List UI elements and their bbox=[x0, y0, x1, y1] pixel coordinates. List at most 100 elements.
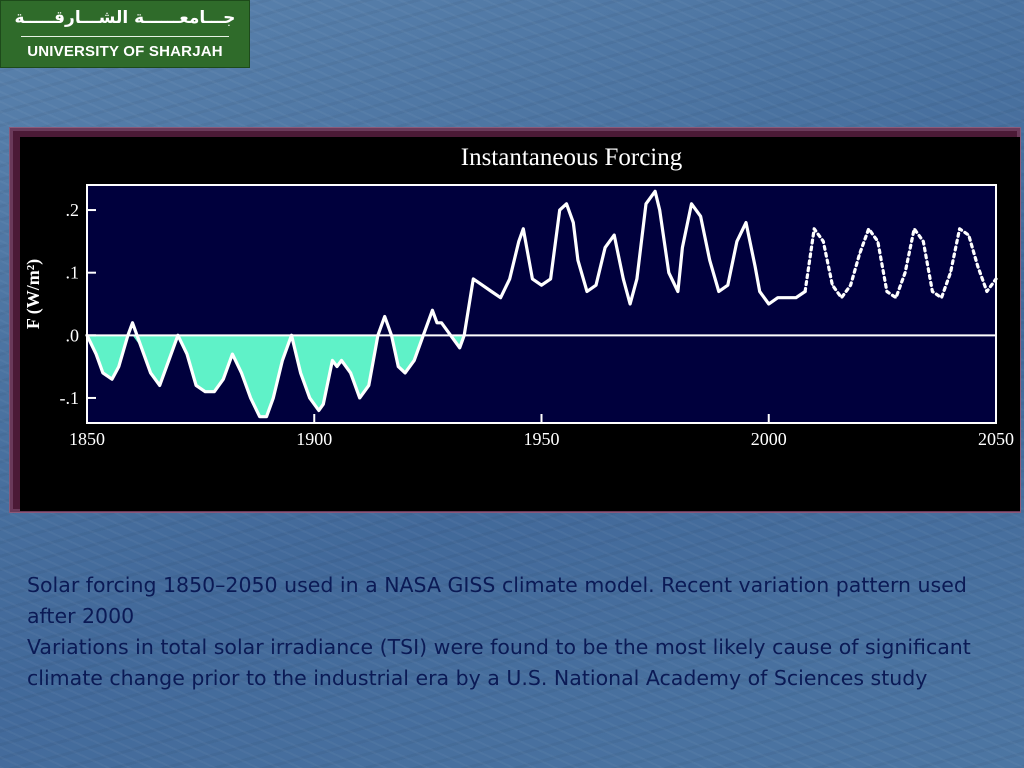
data-point bbox=[290, 334, 293, 337]
data-point bbox=[118, 365, 120, 368]
data-point bbox=[436, 322, 438, 324]
data-point bbox=[377, 334, 379, 337]
data-point bbox=[786, 296, 788, 299]
university-logo: جـــامعــــــة الشـــارقـــــة UNIVERSIT… bbox=[0, 0, 250, 68]
data-point bbox=[272, 397, 275, 399]
y-tick-label: .1 bbox=[66, 263, 80, 283]
data-point bbox=[595, 284, 597, 286]
data-point bbox=[877, 240, 879, 243]
data-point bbox=[622, 278, 625, 280]
data-point bbox=[636, 278, 638, 280]
data-point bbox=[565, 203, 568, 205]
data-point bbox=[586, 290, 588, 293]
data-point bbox=[240, 372, 243, 374]
data-point bbox=[449, 334, 452, 337]
data-point bbox=[499, 296, 502, 299]
logo-arabic-text: جـــامعــــــة الشـــارقـــــة bbox=[14, 8, 236, 28]
y-tick-label: .0 bbox=[66, 325, 80, 345]
chart-title: Instantaneous Forcing bbox=[461, 144, 683, 171]
y-axis-label: F (W/m²) bbox=[23, 259, 44, 329]
data-point bbox=[940, 296, 943, 299]
data-point bbox=[986, 290, 988, 293]
data-point bbox=[949, 271, 952, 274]
data-point bbox=[668, 271, 670, 274]
data-point bbox=[708, 259, 711, 261]
data-point bbox=[572, 221, 575, 224]
data-point bbox=[95, 353, 97, 355]
data-point bbox=[331, 359, 334, 362]
data-point bbox=[654, 190, 656, 193]
data-point bbox=[422, 334, 425, 337]
data-point bbox=[258, 415, 261, 418]
x-tick-label: 1850 bbox=[69, 429, 105, 449]
forcing-chart: 1850 1900 1950 2000 2050 .2 .1 .0 -.1 Instantaneo… bbox=[20, 137, 1020, 511]
data-point bbox=[158, 384, 161, 387]
x-tick-label: 2050 bbox=[978, 429, 1014, 449]
data-point bbox=[754, 265, 756, 268]
series-line-2 bbox=[803, 227, 998, 300]
data-point bbox=[281, 359, 284, 362]
data-point bbox=[131, 322, 134, 324]
data-point bbox=[690, 203, 693, 205]
data-point bbox=[249, 397, 252, 399]
data-point bbox=[822, 240, 825, 243]
data-point bbox=[431, 309, 434, 312]
data-point bbox=[613, 234, 615, 236]
data-point bbox=[111, 378, 113, 380]
data-point bbox=[531, 278, 534, 280]
x-tick-label: 1950 bbox=[524, 429, 560, 449]
data-point bbox=[768, 303, 770, 305]
data-point bbox=[922, 240, 925, 243]
data-point bbox=[349, 372, 352, 374]
data-point bbox=[604, 246, 606, 249]
data-point bbox=[177, 334, 179, 337]
data-point bbox=[102, 372, 104, 374]
data-point bbox=[186, 353, 188, 355]
data-point bbox=[699, 215, 702, 218]
data-point bbox=[322, 403, 325, 406]
data-point bbox=[895, 296, 897, 299]
data-point bbox=[336, 365, 338, 368]
data-point bbox=[265, 415, 268, 418]
data-point bbox=[681, 246, 684, 249]
data-point bbox=[358, 397, 361, 399]
data-point bbox=[831, 284, 834, 286]
data-point bbox=[299, 372, 302, 374]
chart-svg: 1850 1900 1950 2000 2050 .2 .1 .0 -.1 Instantaneo… bbox=[23, 144, 1014, 449]
data-point bbox=[677, 290, 679, 293]
data-point bbox=[758, 290, 761, 293]
data-point bbox=[463, 334, 466, 337]
data-point bbox=[813, 228, 815, 230]
logo-english-text: UNIVERSITY OF SHARJAH bbox=[27, 43, 223, 60]
data-point bbox=[718, 290, 720, 293]
data-point bbox=[629, 303, 631, 305]
data-point bbox=[168, 359, 170, 362]
data-point bbox=[995, 278, 997, 280]
data-point bbox=[858, 253, 861, 255]
data-point bbox=[340, 359, 343, 362]
data-point bbox=[967, 234, 970, 236]
data-point bbox=[558, 209, 561, 211]
data-point bbox=[913, 228, 915, 230]
data-point bbox=[368, 384, 370, 387]
data-point bbox=[931, 290, 934, 293]
data-point bbox=[886, 290, 888, 293]
data-point bbox=[140, 347, 143, 349]
y-tick-label: .2 bbox=[66, 200, 80, 220]
data-point bbox=[195, 384, 197, 387]
data-point bbox=[577, 259, 579, 261]
data-point bbox=[481, 284, 484, 286]
data-point bbox=[867, 228, 870, 230]
data-point bbox=[508, 278, 511, 280]
data-point bbox=[977, 265, 979, 268]
y-tick-label: -.1 bbox=[60, 388, 80, 408]
data-point bbox=[383, 315, 386, 318]
data-point bbox=[390, 334, 393, 337]
data-point bbox=[127, 334, 129, 337]
caption-line-1: Solar forcing 1850–2050 used in a NASA G… bbox=[27, 573, 967, 628]
data-point bbox=[397, 365, 400, 368]
data-point bbox=[231, 353, 234, 355]
data-point bbox=[440, 322, 443, 324]
negative-forcing-fill bbox=[87, 335, 806, 417]
x-tick-label: 2000 bbox=[751, 429, 787, 449]
